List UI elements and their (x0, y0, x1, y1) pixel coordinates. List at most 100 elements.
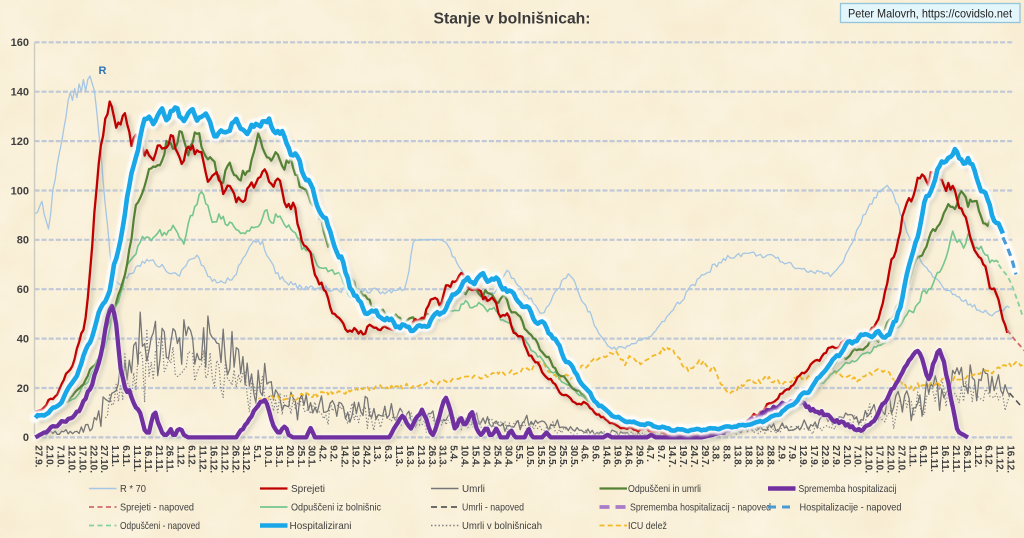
svg-text:10.4.: 10.4. (459, 445, 470, 467)
svg-text:22.10.: 22.10. (885, 445, 896, 473)
svg-text:ICU delež: ICU delež (628, 521, 667, 532)
svg-text:27.9.: 27.9. (830, 445, 841, 467)
svg-text:15.5.: 15.5. (535, 445, 546, 467)
svg-text:15.1.: 15.1. (273, 445, 284, 467)
svg-text:3.8.: 3.8. (710, 445, 721, 462)
svg-text:26.11.: 26.11. (164, 445, 175, 472)
svg-text:19.7.: 19.7. (677, 445, 688, 467)
svg-text:31.3.: 31.3. (437, 445, 448, 467)
svg-text:9.2.: 9.2. (328, 445, 339, 462)
svg-text:24.6.: 24.6. (622, 445, 633, 467)
svg-text:7.10.: 7.10. (55, 445, 66, 467)
svg-text:6.11.: 6.11. (120, 445, 131, 467)
svg-text:29.7.: 29.7. (699, 445, 710, 467)
svg-text:80: 80 (17, 235, 29, 247)
svg-text:10.5.: 10.5. (524, 445, 535, 467)
svg-text:4.7.: 4.7. (644, 445, 655, 462)
svg-text:4.6.: 4.6. (579, 445, 590, 462)
svg-text:1.12.: 1.12. (175, 445, 186, 467)
svg-text:Umrli - napoved: Umrli - napoved (462, 503, 524, 514)
svg-text:Umrli v bolnišnicah: Umrli v bolnišnicah (462, 521, 542, 532)
svg-text:6.3.: 6.3. (382, 445, 393, 462)
svg-text:30.1.: 30.1. (306, 445, 317, 467)
svg-text:16.12.: 16.12. (1005, 445, 1016, 473)
svg-text:16.11.: 16.11. (939, 445, 950, 472)
svg-text:18.8.: 18.8. (743, 445, 754, 467)
svg-text:19.6.: 19.6. (612, 445, 623, 467)
svg-text:11.11.: 11.11. (928, 445, 939, 472)
svg-text:27.10.: 27.10. (98, 445, 109, 473)
svg-text:7.9.: 7.9. (786, 445, 797, 462)
svg-text:22.10.: 22.10. (87, 445, 98, 473)
svg-text:10.1.: 10.1. (262, 445, 273, 467)
svg-text:Sprejeti - napoved: Sprejeti - napoved (120, 503, 194, 514)
svg-text:30.4.: 30.4. (502, 445, 513, 467)
svg-text:14.2.: 14.2. (339, 445, 350, 467)
svg-text:9.6.: 9.6. (590, 445, 601, 462)
svg-text:2.10.: 2.10. (841, 445, 852, 467)
svg-text:24.7.: 24.7. (688, 445, 699, 467)
svg-text:60: 60 (17, 284, 29, 296)
svg-text:1.11.: 1.11. (906, 445, 917, 467)
svg-text:6.12.: 6.12. (186, 445, 197, 467)
svg-text:5.4.: 5.4. (448, 445, 459, 462)
svg-text:26.12.: 26.12. (229, 445, 240, 473)
svg-text:14.7.: 14.7. (666, 445, 677, 467)
svg-text:28.8.: 28.8. (764, 445, 775, 467)
svg-text:20.5.: 20.5. (546, 445, 557, 467)
svg-text:30.5.: 30.5. (568, 445, 579, 467)
svg-text:25.1.: 25.1. (295, 445, 306, 467)
svg-text:21.11.: 21.11. (950, 445, 961, 472)
svg-text:27.9.: 27.9. (33, 445, 44, 467)
svg-text:13.8.: 13.8. (732, 445, 743, 467)
svg-text:24.2.: 24.2. (360, 445, 371, 467)
svg-text:21.11.: 21.11. (153, 445, 164, 472)
svg-text:25.4.: 25.4. (491, 445, 502, 467)
svg-text:Sprejeti: Sprejeti (291, 484, 325, 495)
svg-text:120: 120 (11, 136, 29, 148)
svg-text:4.2.: 4.2. (317, 445, 328, 462)
svg-text:Stanje v bolnišnicah:: Stanje v bolnišnicah: (434, 11, 591, 28)
svg-text:2.10.: 2.10. (44, 445, 55, 467)
svg-text:12.10.: 12.10. (66, 445, 77, 473)
svg-text:11.12.: 11.12. (994, 445, 1005, 472)
svg-text:R * 70: R * 70 (120, 484, 146, 495)
svg-text:Sprememba hospitalizacij - nap: Sprememba hospitalizacij - napoved (630, 503, 771, 514)
svg-text:14.6.: 14.6. (601, 445, 612, 467)
svg-text:6.12.: 6.12. (983, 445, 994, 467)
svg-text:19.2.: 19.2. (349, 445, 360, 467)
svg-text:20.4.: 20.4. (480, 445, 491, 467)
svg-text:7.10.: 7.10. (852, 445, 863, 467)
svg-text:Odpuščeni - napoved: Odpuščeni - napoved (120, 521, 200, 532)
svg-text:11.3.: 11.3. (393, 445, 404, 467)
svg-text:25.5.: 25.5. (557, 445, 568, 467)
svg-text:Sprememba hospitalizacij: Sprememba hospitalizacij (799, 484, 897, 495)
svg-text:20: 20 (17, 383, 29, 395)
svg-text:16.3.: 16.3. (404, 445, 415, 467)
svg-text:17.10.: 17.10. (76, 445, 87, 473)
svg-text:11.11.: 11.11. (131, 445, 142, 472)
svg-text:21.3.: 21.3. (415, 445, 426, 467)
svg-text:20.1.: 20.1. (284, 445, 295, 467)
svg-text:Umrli: Umrli (462, 484, 485, 495)
svg-text:Odpuščeni in umrli: Odpuščeni in umrli (628, 484, 701, 495)
svg-text:Peter Malovrh, https://covidsl: Peter Malovrh, https://covidslo.net (848, 6, 1013, 20)
svg-text:2.9.: 2.9. (775, 445, 786, 462)
svg-text:17.9.: 17.9. (808, 445, 819, 467)
svg-text:17.10.: 17.10. (874, 445, 885, 473)
svg-text:12.10.: 12.10. (863, 445, 874, 473)
svg-text:23.8.: 23.8. (753, 445, 764, 467)
svg-text:100: 100 (11, 185, 29, 197)
svg-text:21.12.: 21.12. (218, 445, 229, 473)
svg-text:5.5.: 5.5. (513, 445, 524, 462)
svg-text:26.3.: 26.3. (426, 445, 437, 467)
svg-text:8.8.: 8.8. (721, 445, 732, 462)
svg-text:5.1.: 5.1. (251, 445, 262, 462)
svg-text:160: 160 (11, 37, 29, 49)
svg-text:Hospitalizirani: Hospitalizirani (290, 521, 352, 532)
svg-text:Hospitalizacije - napoved: Hospitalizacije - napoved (800, 503, 902, 514)
svg-text:R: R (99, 65, 107, 77)
svg-text:29.6.: 29.6. (633, 445, 644, 467)
svg-text:16.12.: 16.12. (207, 445, 218, 473)
svg-text:9.7.: 9.7. (655, 445, 666, 462)
